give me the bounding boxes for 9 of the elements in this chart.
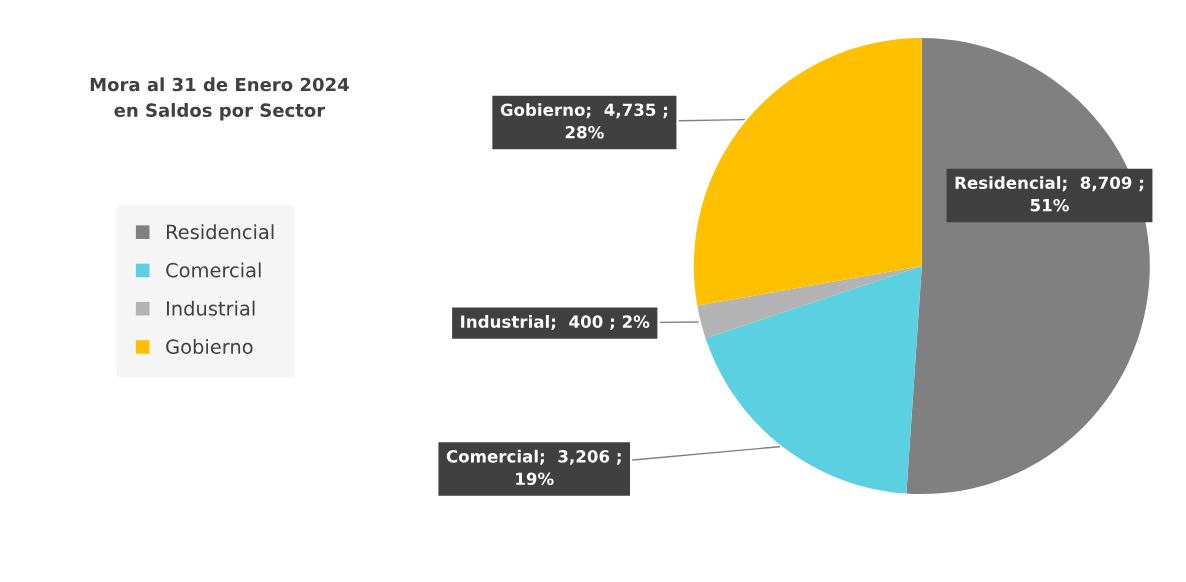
data-label: Gobierno; 4,735 ; 28% (500, 103, 668, 139)
legend-label: Residencial (166, 224, 274, 240)
data-label: Residencial; 8,709 ; 51% (955, 176, 1144, 212)
legend-label: Gobierno (166, 338, 253, 355)
data-label: Industrial; 400 ; 2% (461, 315, 650, 331)
legend-label: Industrial (166, 300, 255, 316)
legend-label: Comercial (166, 262, 261, 278)
data-label: Comercial; 3,206 ; 19% (446, 449, 621, 486)
text: Mora al 31 de Enero 2024 en Saldos por Sector (90, 77, 349, 121)
